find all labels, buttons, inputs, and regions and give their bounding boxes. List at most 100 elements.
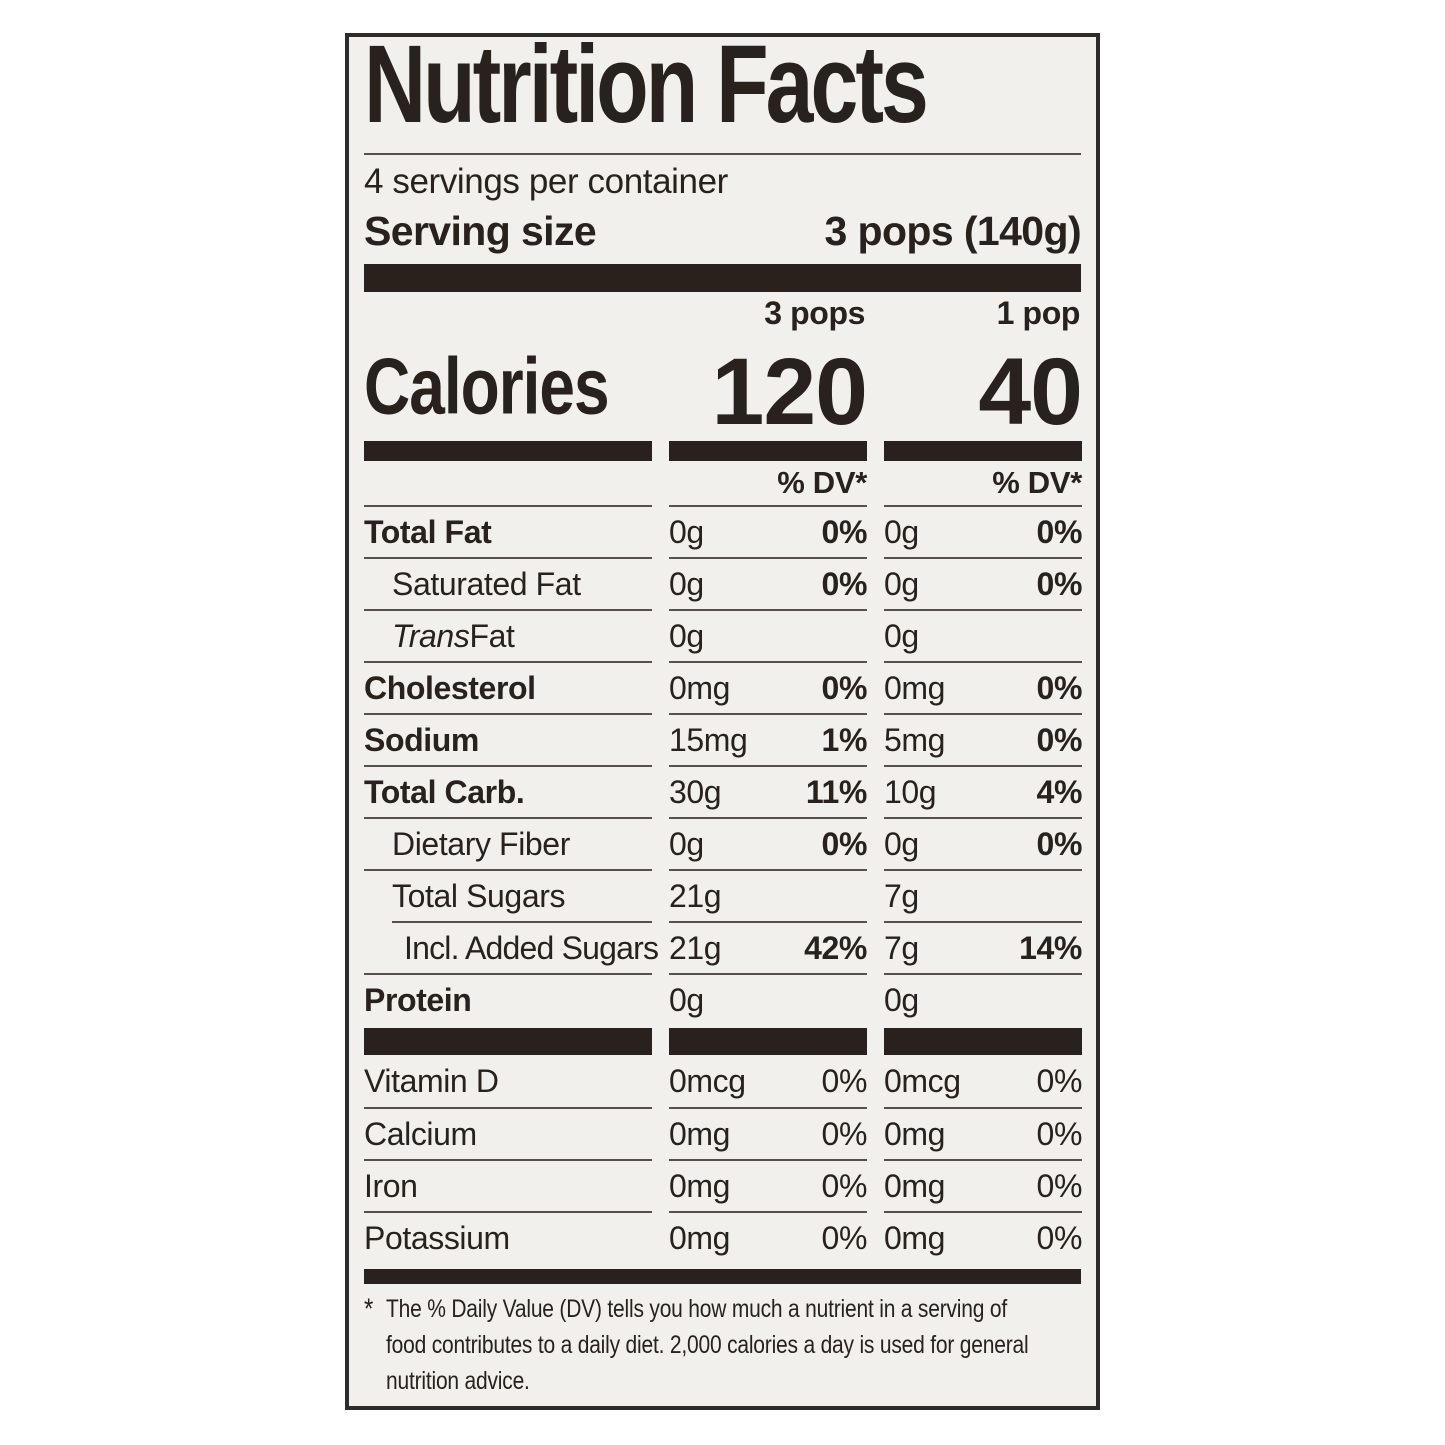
- amount-value: 0g: [884, 565, 919, 602]
- percent-dv-value: 0%: [821, 1167, 868, 1204]
- pre-vitamin-divider-bars: [364, 1028, 1082, 1055]
- amount-value: 0g: [884, 617, 919, 654]
- amount-value: 30g: [669, 773, 722, 810]
- nutrient-row: Total Carb. 30g 11% 10g 4%: [364, 765, 1082, 817]
- percent-dv-value: 0%: [821, 565, 868, 602]
- nutrient-row: Cholesterol 0mg 0% 0mg 0%: [364, 661, 1083, 713]
- amount-value: 0mcg: [884, 1062, 961, 1099]
- percent-dv-value: 0%: [1036, 1167, 1083, 1204]
- amount-value: 0mg: [669, 1115, 731, 1152]
- percent-dv-value: 0%: [821, 1115, 868, 1152]
- amount-value: 0g: [669, 617, 704, 654]
- nutrient-value-cell: 0mg 0%: [884, 1211, 1082, 1263]
- nutrient-row: Trans Fat 0g 0g: [364, 609, 1082, 661]
- amount-value: 0g: [669, 565, 704, 602]
- percent-dv-value: 0%: [1036, 1219, 1083, 1256]
- nutrient-value-cell: 15mg 1%: [669, 713, 867, 765]
- amount-value: 0mg: [884, 1167, 946, 1204]
- nutrient-value-cell: 30g 11%: [669, 765, 867, 817]
- footnote-line: food contributes to a daily diet. 2,000 …: [386, 1331, 1029, 1360]
- nutrient-name: Total Sugars: [364, 869, 652, 921]
- amount-value: 10g: [884, 773, 937, 810]
- nutrient-value-cell: 0mcg 0%: [884, 1055, 1082, 1107]
- percent-dv-value: 1%: [821, 721, 868, 758]
- nutrient-rows: Total Fat 0g 0% 0g 0% Saturated Fat 0g 0% 0g 0% Tr…: [364, 505, 1083, 1025]
- nutrient-value-cell: 0g: [669, 973, 867, 1025]
- column-header-1-pop: 1 pop: [996, 295, 1081, 331]
- nutrient-name: Total Carb.: [364, 765, 652, 817]
- amount-value: 0mg: [669, 1219, 731, 1256]
- percent-dv-value: 42%: [804, 929, 867, 966]
- nutrient-row: Saturated Fat 0g 0% 0g 0%: [364, 557, 1082, 609]
- nutrient-value-cell: 21g 42%: [669, 921, 867, 973]
- amount-value: 0mcg: [669, 1062, 746, 1099]
- percent-dv-value: 0%: [821, 1219, 868, 1256]
- vitamin-name: Potassium: [364, 1211, 652, 1263]
- serving-size-row: Serving size 3 pops (140g): [364, 205, 1082, 257]
- nutrient-name: Total Fat: [364, 505, 652, 557]
- amount-value: 0g: [669, 981, 704, 1018]
- nutrient-value-cell: 0mg 0%: [884, 1159, 1082, 1211]
- nutrient-name-italic: Trans: [392, 617, 470, 654]
- nutrient-value-cell: 0g 0%: [884, 505, 1082, 557]
- footnote-line: nutrition advice.: [386, 1367, 530, 1396]
- nutrient-value-cell: 10g 4%: [884, 765, 1082, 817]
- nutrient-name: Saturated Fat: [364, 557, 652, 609]
- nutrient-row: Protein 0g 0g: [364, 973, 1082, 1025]
- amount-value: 7g: [884, 929, 919, 966]
- nutrient-value-cell: 0g 0%: [884, 557, 1082, 609]
- vitamin-name: Iron: [364, 1159, 652, 1211]
- calories-label: Calories: [364, 340, 610, 431]
- nutrient-value-cell: 0mcg 0%: [669, 1055, 867, 1107]
- nutrient-name: Dietary Fiber: [364, 817, 652, 869]
- amount-value: 0mg: [669, 1167, 731, 1204]
- nutrient-value-cell: 0g: [884, 609, 1082, 661]
- percent-dv-value: 0%: [1036, 565, 1083, 602]
- vitamin-name: Calcium: [364, 1107, 652, 1159]
- footnote-asterisk: *: [364, 1293, 374, 1326]
- amount-value: 0g: [884, 513, 919, 550]
- percent-dv-header-row: % DV* % DV*: [364, 461, 1082, 505]
- nutrient-value-cell: 5mg 0%: [884, 713, 1082, 765]
- percent-dv-value: 0%: [821, 513, 868, 550]
- nutrient-name: Trans Fat: [364, 609, 652, 661]
- nutrient-name: Protein: [364, 973, 652, 1025]
- servings-per-container: 4 servings per container: [364, 162, 728, 201]
- nutrient-row: Total Sugars 21g 7g: [364, 869, 1082, 921]
- serving-size-label: Serving size: [364, 207, 597, 254]
- percent-dv-value: 0%: [1036, 513, 1083, 550]
- thick-divider-bar: [364, 264, 1081, 292]
- nutrient-value-cell: 7g: [884, 869, 1082, 921]
- amount-value: 7g: [884, 877, 919, 914]
- vitamin-rows: Vitamin D 0mcg 0% 0mcg 0% Calcium 0mg 0% 0mg 0% Ir…: [364, 1055, 1082, 1263]
- nutrient-value-cell: 0mg 0%: [884, 1107, 1082, 1159]
- vitamin-row: Potassium 0mg 0% 0mg 0%: [364, 1211, 1082, 1263]
- footnote-line: The % Daily Value (DV) tells you how muc…: [386, 1295, 1007, 1324]
- amount-value: 0mg: [884, 669, 946, 706]
- nutrient-value-cell: 0g 0%: [884, 817, 1082, 869]
- nutrient-value-cell: 0mg 0%: [669, 1107, 867, 1159]
- percent-dv-value: 0%: [1036, 669, 1083, 706]
- percent-dv-value: 0%: [821, 1062, 868, 1099]
- nutrient-name: Incl. Added Sugars: [364, 921, 659, 973]
- amount-value: 5mg: [884, 721, 946, 758]
- percent-dv-header-3-pops: % DV*: [777, 465, 867, 500]
- amount-value: 15mg: [669, 721, 748, 758]
- nutrient-value-cell: 7g 14%: [884, 921, 1082, 973]
- amount-value: 21g: [669, 877, 722, 914]
- percent-dv-value: 0%: [1036, 1115, 1083, 1152]
- amount-value: 21g: [669, 929, 722, 966]
- percent-dv-value: 4%: [1036, 773, 1083, 810]
- footnote-divider-bar: [364, 1269, 1081, 1284]
- column-headers-row: 3 pops 1 pop: [364, 292, 1081, 332]
- serving-size-value: 3 pops (140g): [824, 207, 1082, 254]
- percent-dv-value: 0%: [1036, 721, 1083, 758]
- nutrient-value-cell: 0g: [884, 973, 1082, 1025]
- nutrient-value-cell: 21g: [669, 869, 867, 921]
- nutrient-value-cell: 0mg 0%: [669, 1211, 867, 1263]
- amount-value: 0mg: [884, 1219, 946, 1256]
- percent-dv-value: 11%: [805, 773, 867, 810]
- calories-value-1-pop: 40: [978, 339, 1083, 446]
- nutrient-value-cell: 0g 0%: [669, 505, 867, 557]
- nutrient-value-cell: 0g 0%: [669, 817, 867, 869]
